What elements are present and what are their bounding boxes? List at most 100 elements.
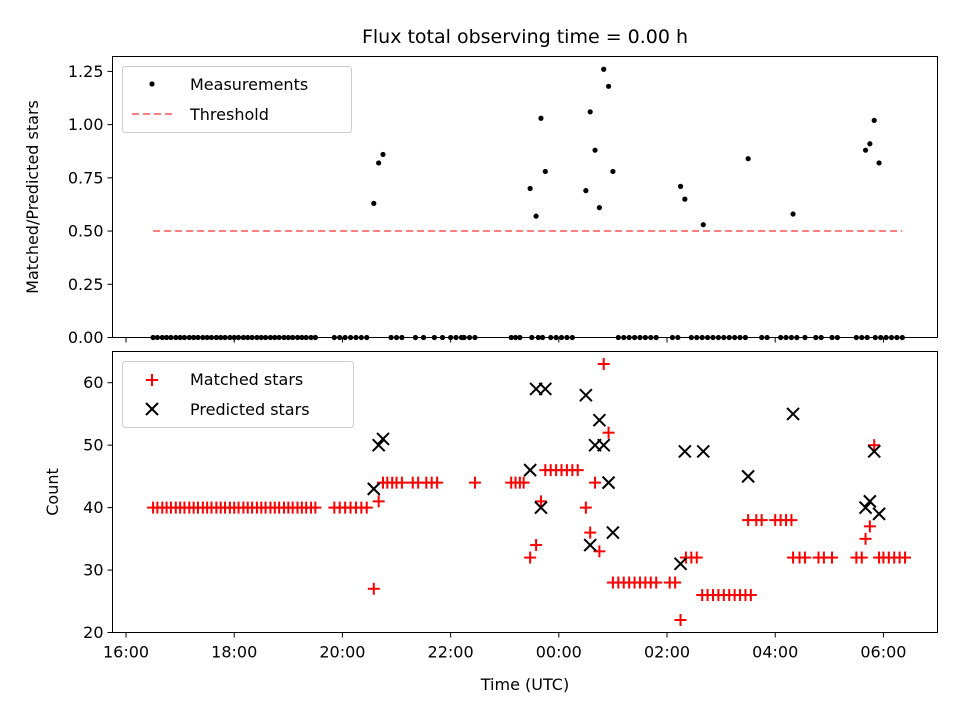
measurement-point (587, 109, 593, 115)
measurement-point (240, 334, 247, 341)
matched-star-point (826, 551, 839, 564)
measurement-point (412, 334, 419, 341)
measurement-point (694, 334, 700, 341)
top-y-axis-label: Matched/Predicted stars (23, 100, 42, 294)
measurement-point (231, 334, 237, 341)
measurement-point (675, 334, 681, 341)
matched-star-point (530, 539, 543, 552)
measurement-point (742, 334, 749, 341)
measurement-point (818, 334, 824, 341)
measurement-point (262, 334, 269, 341)
measurement-point (715, 334, 722, 341)
bottom-y-tick-label: 50 (83, 436, 103, 455)
matched-star-point (367, 582, 380, 595)
measurement-point (864, 334, 870, 341)
legend-matched-marker (146, 374, 158, 386)
measurement-point (669, 334, 676, 341)
bottom-legend: Matched stars Predicted stars (122, 361, 354, 428)
measurement-point (380, 151, 386, 158)
measurement-point (894, 334, 900, 341)
measurement-point (461, 334, 467, 341)
measurement-point (653, 334, 659, 341)
measurement-point (420, 334, 427, 341)
predicted-star-point (867, 444, 881, 459)
top-y-tick-label: 0.50 (68, 222, 104, 241)
measurement-point (788, 334, 795, 341)
predicted-star-point (678, 444, 692, 459)
matched-star-point (899, 551, 912, 564)
measurement-point (872, 334, 878, 341)
measurement-point (290, 334, 296, 341)
measurement-point (466, 334, 473, 341)
predicted-star-point (673, 557, 688, 571)
measurement-point (227, 334, 233, 341)
matched-star-point (690, 551, 703, 564)
matched-star-point (669, 576, 682, 589)
bottom-y-axis-label: Count (43, 468, 62, 516)
predicted-star-point (523, 463, 537, 477)
x-tick-label: 22:00 (428, 643, 474, 662)
measurement-point (358, 334, 364, 341)
measurement-point (721, 334, 727, 341)
top-y-tick-label: 1.00 (68, 115, 104, 134)
matched-star-point (579, 501, 592, 514)
matched-star-point (571, 464, 584, 477)
measurement-point (621, 334, 627, 341)
top-legend: Measurements Threshold (122, 66, 352, 133)
measurement-point (337, 334, 343, 341)
measurement-point (592, 147, 598, 153)
predicted-star-point (741, 469, 755, 484)
legend-threshold-label: Threshold (189, 105, 269, 124)
measurement-point (626, 334, 632, 341)
top-y-tick-label: 0.25 (68, 275, 104, 294)
matched-star-point (744, 589, 757, 602)
bottom-y-tick-label: 60 (83, 373, 103, 392)
measurement-point (512, 334, 519, 341)
measurement-point (218, 334, 224, 341)
predicted-star-point (592, 413, 607, 427)
measurement-point (596, 205, 602, 211)
predicted-star-point (538, 382, 552, 396)
measurement-point (677, 183, 684, 189)
matched-star-point (650, 576, 663, 589)
measurement-point (281, 334, 287, 341)
measurement-point (682, 196, 688, 202)
measurement-point (267, 334, 274, 341)
predicted-star-point (601, 475, 616, 490)
bottom-y-tick-label: 40 (83, 498, 103, 517)
measurement-point (737, 334, 743, 341)
measurement-point (285, 334, 291, 341)
matched-star-point (785, 514, 798, 527)
measurement-point (535, 334, 541, 341)
legend-measurements-marker (149, 81, 155, 87)
measurement-point (393, 334, 400, 341)
measurement-point (862, 147, 869, 153)
measurement-point (802, 334, 808, 341)
measurement-point (195, 334, 201, 341)
measurement-point (583, 188, 589, 194)
measurement-point (538, 115, 544, 121)
measurement-point (859, 334, 865, 341)
measurement-point (347, 334, 354, 341)
measurement-point (529, 334, 535, 341)
measurement-point (637, 334, 643, 341)
measurement-point (610, 168, 616, 175)
x-tick-label: 04:00 (752, 643, 798, 662)
measurement-point (181, 334, 188, 341)
measurement-point (200, 334, 206, 341)
predicted-star-point (376, 432, 390, 446)
predicted-star-point (371, 438, 386, 452)
measurement-point (605, 83, 612, 89)
measurement-point (790, 211, 796, 217)
measurement-point (472, 334, 478, 341)
matched-star-point (517, 476, 530, 489)
measurement-point (553, 334, 559, 341)
legend-predicted-label: Predicted stars (190, 400, 310, 419)
measurement-point (376, 160, 382, 166)
measurement-point (745, 156, 751, 162)
bottom-y-ticks: 20 30 40 50 60 (83, 373, 113, 642)
measurement-point (867, 141, 873, 147)
bottom-legend-box (122, 361, 354, 428)
measurement-point (548, 334, 554, 341)
predicted-star-point (863, 494, 877, 509)
